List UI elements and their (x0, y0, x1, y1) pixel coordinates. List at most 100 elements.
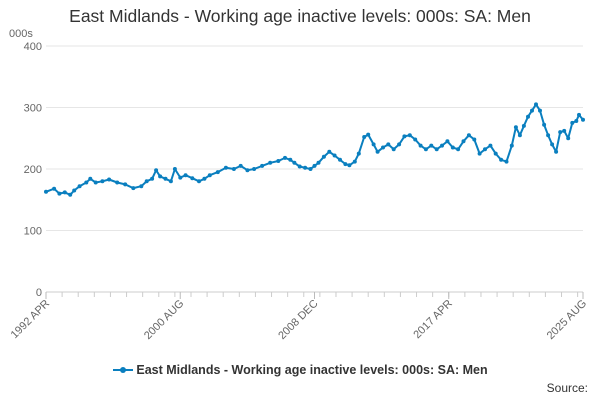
data-point-0-63 (407, 133, 412, 138)
data-point-0-79 (493, 151, 498, 156)
series-line-0 (45, 103, 584, 196)
data-point-0-85 (521, 123, 526, 128)
legend: East Midlands - Working age inactive lev… (0, 362, 600, 377)
data-point-0-97 (570, 120, 575, 125)
data-point-0-67 (429, 143, 434, 148)
data-point-0-70 (445, 139, 450, 144)
data-point-0-48 (332, 153, 337, 158)
data-point-0-46 (321, 154, 326, 159)
data-point-0-73 (461, 139, 466, 144)
data-point-0-96 (566, 136, 571, 141)
data-point-0-62 (402, 134, 407, 139)
data-point-0-38 (283, 155, 287, 160)
data-point-0-68 (434, 147, 439, 152)
data-point-0-75 (472, 137, 477, 142)
x-tick-label-0: 1992 APR (9, 298, 53, 342)
data-point-0-33 (245, 168, 250, 173)
data-point-0-71 (450, 145, 455, 150)
legend-label-men: East Midlands - Working age inactive lev… (136, 362, 488, 377)
data-point-0-2 (57, 191, 62, 196)
data-point-0-11 (107, 177, 112, 182)
data-point-0-69 (440, 143, 444, 148)
data-point-0-84 (517, 133, 522, 138)
data-point-0-24 (183, 173, 188, 178)
chart-title: East Midlands - Working age inactive lev… (69, 6, 531, 26)
data-point-0-36 (268, 160, 273, 165)
data-point-0-37 (276, 159, 281, 163)
data-point-0-7 (84, 180, 89, 185)
data-point-0-28 (207, 173, 212, 178)
data-point-0-10 (100, 179, 105, 184)
y-tick-label-0: 0 (36, 287, 42, 299)
data-point-0-49 (338, 157, 342, 162)
data-point-0-30 (223, 165, 228, 170)
x-tick-label-2: 2008 DEC (276, 298, 320, 342)
data-point-0-43 (308, 167, 313, 171)
data-point-0-99 (577, 112, 581, 117)
data-point-0-87 (530, 108, 534, 113)
data-point-0-92 (550, 142, 555, 147)
y-axis-label: 000s (9, 28, 33, 40)
data-point-0-86 (526, 114, 530, 119)
data-point-0-90 (542, 122, 547, 127)
data-point-0-1 (52, 186, 57, 191)
data-point-0-60 (391, 147, 396, 152)
data-point-0-42 (303, 165, 308, 170)
data-point-0-4 (68, 192, 73, 197)
data-point-0-45 (316, 160, 321, 165)
data-point-0-29 (215, 170, 220, 175)
legend-line-marker-icon (113, 366, 134, 373)
data-point-0-61 (397, 142, 402, 147)
source-label: Source: (546, 381, 588, 395)
data-point-0-95 (562, 128, 567, 133)
gridlines (46, 45, 583, 293)
y-tick-label-100: 100 (24, 226, 42, 238)
data-point-0-64 (413, 137, 418, 142)
y-tick-label-300: 300 (24, 103, 42, 115)
data-point-0-83 (513, 125, 518, 130)
data-point-0-18 (154, 168, 159, 173)
y-tick-label-200: 200 (24, 164, 42, 176)
data-point-0-56 (371, 142, 376, 147)
data-point-0-40 (292, 160, 297, 165)
data-point-0-55 (366, 132, 371, 137)
data-point-0-51 (347, 163, 352, 168)
data-point-0-72 (456, 147, 461, 152)
data-point-0-47 (327, 149, 332, 154)
data-point-0-77 (483, 147, 487, 152)
data-point-0-59 (386, 142, 391, 147)
data-point-0-39 (288, 157, 293, 162)
x-tick-label-1: 2000 AUG (142, 298, 186, 342)
data-point-0-53 (356, 151, 361, 156)
data-point-0-78 (488, 143, 493, 148)
data-point-0-65 (418, 143, 423, 148)
data-point-0-80 (499, 157, 504, 162)
x-tick-label-3: 2017 APR (411, 298, 455, 342)
data-point-0-32 (238, 163, 243, 168)
data-point-0-6 (77, 184, 82, 189)
data-point-0-12 (115, 180, 120, 185)
data-point-0-3 (62, 190, 67, 195)
data-point-0-82 (509, 143, 514, 148)
data-point-0-89 (538, 108, 542, 113)
data-point-0-94 (558, 130, 563, 135)
data-point-0-100 (581, 117, 585, 122)
data-point-0-35 (260, 163, 265, 168)
data-point-0-58 (381, 145, 385, 150)
y-tick-label-400: 400 (24, 41, 42, 53)
data-point-0-9 (93, 180, 98, 185)
data-point-0-25 (190, 176, 195, 181)
data-point-0-98 (574, 119, 579, 123)
data-point-0-26 (197, 179, 201, 184)
data-point-0-16 (144, 179, 149, 184)
data-point-0-0 (44, 189, 48, 194)
data-point-0-76 (477, 151, 482, 156)
data-point-0-23 (178, 175, 183, 180)
data-point-0-66 (423, 147, 428, 152)
data-point-0-14 (131, 186, 136, 191)
data-point-0-41 (297, 164, 302, 169)
data-point-0-81 (504, 159, 509, 164)
data-point-0-44 (312, 163, 317, 168)
x-tick-label-4: 2025 AUG (545, 298, 589, 342)
